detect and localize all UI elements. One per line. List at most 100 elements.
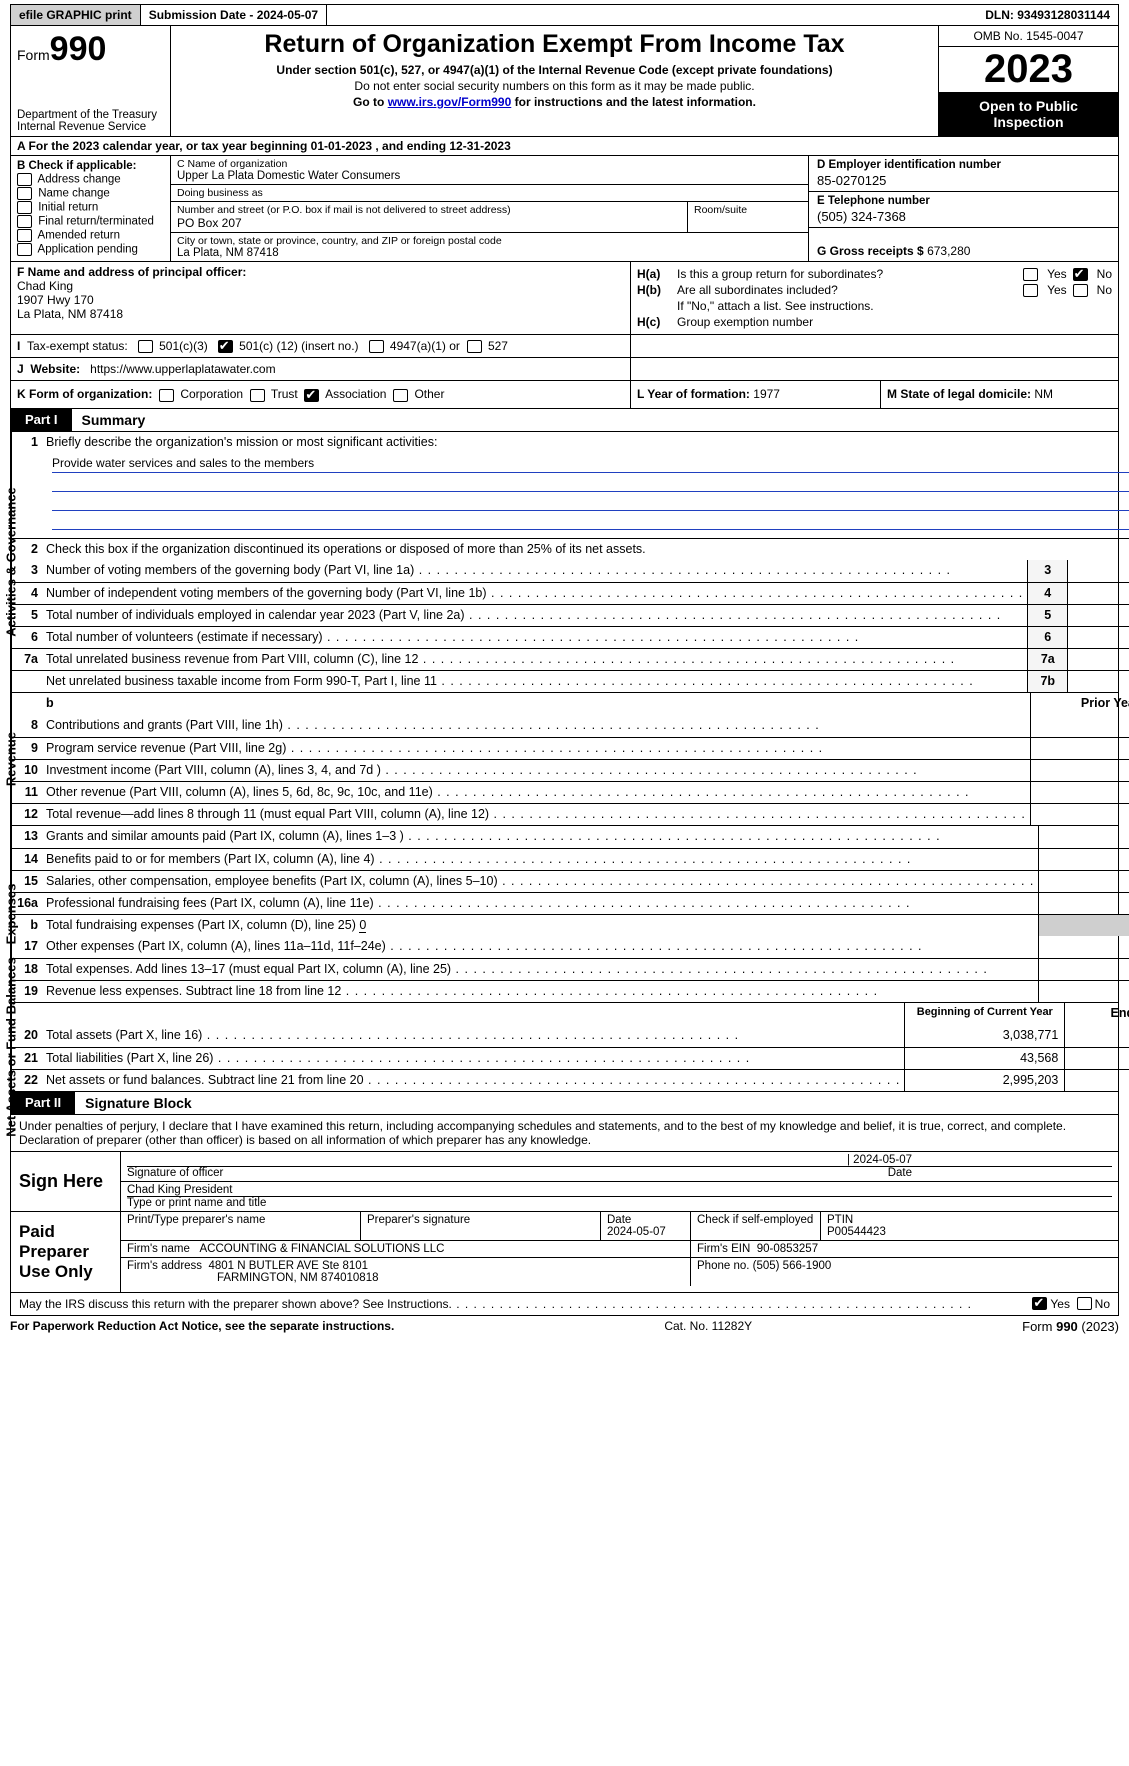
part2-title: Signature Block bbox=[75, 1092, 202, 1114]
mission-text: Provide water services and sales to the … bbox=[12, 454, 1129, 538]
summary-row: 15Salaries, other compensation, employee… bbox=[12, 870, 1129, 892]
group-return-block: H(a) Is this a group return for subordin… bbox=[631, 262, 1118, 334]
tax-year: 2023 bbox=[939, 47, 1118, 92]
org-city: La Plata, NM 87418 bbox=[177, 247, 802, 259]
trust-checkbox[interactable] bbox=[250, 389, 265, 402]
firm-name: ACCOUNTING & FINANCIAL SOLUTIONS LLC bbox=[200, 1243, 445, 1255]
submission-date: Submission Date - 2024-05-07 bbox=[141, 5, 327, 25]
summary-row: 22Net assets or fund balances. Subtract … bbox=[12, 1069, 1129, 1091]
applicable-checkbox[interactable] bbox=[17, 201, 32, 214]
irs-link[interactable]: www.irs.gov/Form990 bbox=[388, 95, 512, 109]
summary-row: Net unrelated business taxable income fr… bbox=[12, 670, 1129, 692]
summary-row: 5Total number of individuals employed in… bbox=[12, 604, 1129, 626]
col-begin-year: Beginning of Current Year bbox=[904, 1003, 1064, 1025]
checkbox-line: Address change bbox=[17, 173, 164, 186]
tax-exempt-status: I Tax-exempt status: 501(c)(3) 501(c) (1… bbox=[11, 335, 631, 357]
sign-here-label: Sign Here bbox=[11, 1152, 121, 1211]
form-footer: Form 990 (2023) bbox=[1022, 1319, 1119, 1334]
summary-row: 21Total liabilities (Part X, line 26)43,… bbox=[12, 1047, 1129, 1069]
ha-no-checkbox[interactable] bbox=[1073, 268, 1088, 281]
part1-header: Part I bbox=[11, 409, 72, 431]
principal-officer: F Name and address of principal officer:… bbox=[11, 262, 631, 334]
summary-row: 13Grants and similar amounts paid (Part … bbox=[12, 826, 1129, 848]
hb-no-checkbox[interactable] bbox=[1073, 284, 1088, 297]
applicable-checkbox[interactable] bbox=[17, 215, 32, 228]
summary-row: 6Total number of volunteers (estimate if… bbox=[12, 626, 1129, 648]
summary-row: 17Other expenses (Part IX, column (A), l… bbox=[12, 936, 1129, 958]
col-end-year: End of Year bbox=[1064, 1003, 1129, 1025]
paperwork-notice: For Paperwork Reduction Act Notice, see … bbox=[10, 1319, 394, 1334]
corp-checkbox[interactable] bbox=[159, 389, 174, 402]
firm-addr1: 4801 N BUTLER AVE Ste 8101 bbox=[208, 1260, 368, 1272]
summary-row: 18Total expenses. Add lines 13–17 (must … bbox=[12, 958, 1129, 980]
prep-date: 2024-05-07 bbox=[607, 1226, 666, 1238]
summary-row: 7aTotal unrelated business revenue from … bbox=[12, 648, 1129, 670]
501c-checkbox[interactable] bbox=[218, 340, 233, 353]
hb-yes-checkbox[interactable] bbox=[1023, 284, 1038, 297]
discuss-yes-checkbox[interactable] bbox=[1032, 1297, 1047, 1310]
top-bar: efile GRAPHIC print Submission Date - 20… bbox=[10, 4, 1119, 26]
501c3-checkbox[interactable] bbox=[138, 340, 153, 353]
applicable-checkbox[interactable] bbox=[17, 229, 32, 242]
org-street: PO Box 207 bbox=[177, 216, 681, 230]
summary-row: 8Contributions and grants (Part VIII, li… bbox=[12, 715, 1129, 737]
summary-row: 3Number of voting members of the governi… bbox=[12, 560, 1129, 582]
form-of-org: K Form of organization: Corporation Trus… bbox=[11, 381, 631, 407]
firm-ein: 90-0853257 bbox=[757, 1243, 818, 1255]
checkbox-line: Final return/terminated bbox=[17, 215, 164, 228]
row-a-tax-year: A For the 2023 calendar year, or tax yea… bbox=[10, 137, 1119, 156]
part1-title: Summary bbox=[72, 409, 156, 431]
col-prior-year: Prior Year bbox=[1030, 693, 1129, 715]
col-de: D Employer identification number 85-0270… bbox=[808, 156, 1118, 261]
summary-row: 11Other revenue (Part VIII, column (A), … bbox=[12, 781, 1129, 803]
side-net-assets: Net Assets or Fund Balances bbox=[11, 1003, 12, 1091]
summary-row: 4Number of independent voting members of… bbox=[12, 582, 1129, 604]
ein: 85-0270125 bbox=[817, 171, 1110, 188]
ha-yes-checkbox[interactable] bbox=[1023, 268, 1038, 281]
gross-receipts: 673,280 bbox=[927, 244, 970, 258]
discuss-no-checkbox[interactable] bbox=[1077, 1297, 1092, 1310]
applicable-checkbox[interactable] bbox=[17, 243, 32, 256]
assoc-checkbox[interactable] bbox=[304, 389, 319, 402]
col-b-checkboxes: B Check if applicable: Address change Na… bbox=[11, 156, 171, 261]
year-formation: L Year of formation: 1977 bbox=[631, 381, 881, 407]
cat-no: Cat. No. 11282Y bbox=[394, 1319, 1022, 1334]
summary-row: 9Program service revenue (Part VIII, lin… bbox=[12, 737, 1129, 759]
form-title-block: Return of Organization Exempt From Incom… bbox=[171, 26, 938, 136]
public-inspection: Open to Public Inspection bbox=[939, 92, 1118, 136]
paid-preparer-label: Paid Preparer Use Only bbox=[11, 1212, 121, 1292]
state-domicile: M State of legal domicile: NM bbox=[881, 381, 1118, 407]
checkbox-line: Amended return bbox=[17, 229, 164, 242]
checkbox-line: Application pending bbox=[17, 243, 164, 256]
applicable-checkbox[interactable] bbox=[17, 187, 32, 200]
year-block: OMB No. 1545-0047 2023 Open to Public In… bbox=[938, 26, 1118, 136]
527-checkbox[interactable] bbox=[467, 340, 482, 353]
officer-name: Chad King President bbox=[127, 1184, 1112, 1197]
firm-addr2: FARMINGTON, NM 874010818 bbox=[127, 1272, 379, 1284]
summary-row: 10Investment income (Part VIII, column (… bbox=[12, 759, 1129, 781]
summary-row: 14Benefits paid to or for members (Part … bbox=[12, 848, 1129, 870]
col-c-org-info: C Name of organization Upper La Plata Do… bbox=[171, 156, 808, 261]
org-name: Upper La Plata Domestic Water Consumers bbox=[177, 170, 802, 182]
summary-row: 20Total assets (Part X, line 16)3,038,77… bbox=[12, 1025, 1129, 1047]
form-title: Return of Organization Exempt From Incom… bbox=[177, 30, 932, 59]
website-url: https://www.upperlaplatawater.com bbox=[90, 362, 275, 376]
summary-row: 16aProfessional fundraising fees (Part I… bbox=[12, 892, 1129, 914]
efile-label: efile GRAPHIC print bbox=[11, 5, 141, 25]
form-id-block: Form990 Department of the Treasury Inter… bbox=[11, 26, 171, 136]
4947-checkbox[interactable] bbox=[369, 340, 384, 353]
other-checkbox[interactable] bbox=[393, 389, 408, 402]
summary-row: 12Total revenue—add lines 8 through 11 (… bbox=[12, 803, 1129, 825]
ptin: P00544423 bbox=[827, 1226, 886, 1238]
checkbox-line: Initial return bbox=[17, 201, 164, 214]
side-activities: Activities & Governance bbox=[11, 432, 12, 692]
omb-number: OMB No. 1545-0047 bbox=[939, 26, 1118, 47]
dept-label: Department of the Treasury Internal Reve… bbox=[17, 109, 157, 134]
perjury-declaration: Under penalties of perjury, I declare th… bbox=[10, 1115, 1119, 1152]
side-revenue: Revenue bbox=[11, 693, 12, 825]
discuss-row: May the IRS discuss this return with the… bbox=[10, 1293, 1119, 1316]
firm-phone: (505) 566-1900 bbox=[753, 1260, 832, 1272]
applicable-checkbox[interactable] bbox=[17, 173, 32, 186]
part2-header: Part II bbox=[11, 1092, 75, 1114]
summary-row: 19Revenue less expenses. Subtract line 1… bbox=[12, 980, 1129, 1002]
